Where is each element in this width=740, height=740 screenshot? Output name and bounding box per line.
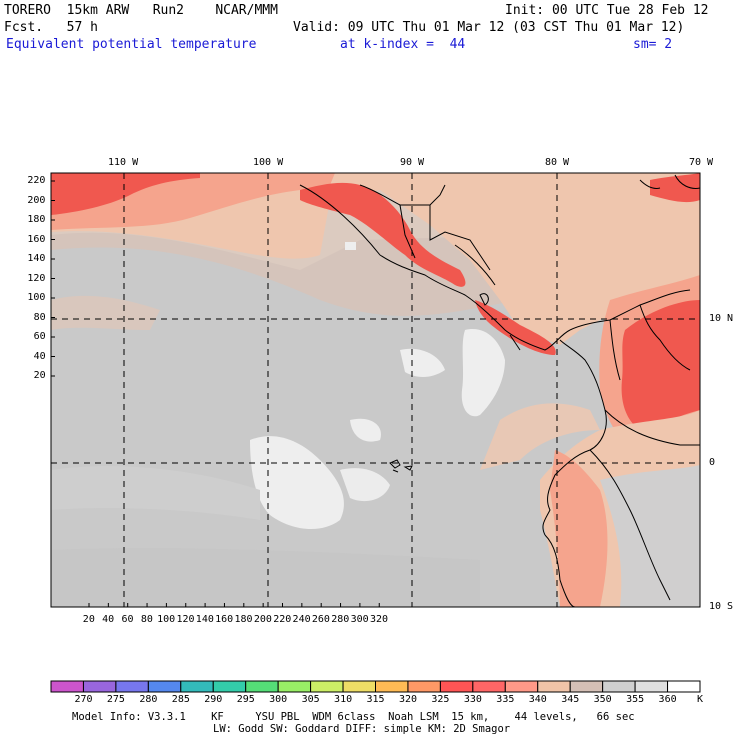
colorbar-label: 355 [626,694,645,705]
colorbar-swatch [472,680,506,693]
header-smoothing: sm= 2 [633,37,673,52]
colorbar-label: 350 [593,694,612,705]
x-tick-label: 160 [215,614,234,625]
x-tick-label: 40 [102,614,115,625]
lon-label-70w: 70 W [689,157,714,168]
y-tick-label: 120 [27,272,46,284]
colorbar-label: 270 [74,694,93,705]
header-valid-time: Valid: 09 UTC Thu 01 Mar 12 (03 CST Thu … [293,20,685,35]
y-tick-label: 60 [33,331,46,342]
x-tick-label: 140 [195,614,214,625]
y-tick-label: 40 [33,350,46,362]
graticule [51,173,700,607]
x-tick-label: 220 [273,614,292,625]
map-frame [50,172,701,608]
lat-label-0: 0 [709,457,716,468]
header-forecast-hour: Fcst. 57 h [4,20,98,35]
x-tick-label: 320 [369,614,388,625]
colorbar-label: 305 [301,694,320,705]
x-tick-label: 240 [292,614,311,625]
colorbar-label: 340 [528,694,547,705]
colorbar-label: 320 [398,694,417,705]
colorbar-label: 290 [204,694,223,705]
colorbar-swatch [439,680,474,693]
physics-info: LW: Godd SW: Goddard DIFF: simple KM: 2D… [213,723,511,735]
theta-e-field [51,173,700,607]
colorbar-swatch [342,680,376,693]
colorbar-swatch [50,680,84,693]
header-field-name: Equivalent potential temperature [6,37,257,52]
colorbar-label: 360 [658,694,677,705]
colorbar-label: 315 [366,694,385,705]
axis-ticks [51,180,380,607]
colorbar-swatch [667,680,701,693]
colorbar-label: 335 [496,694,515,705]
colorbar-swatch [537,680,571,693]
colorbar-swatch [407,680,441,693]
colorbar-unit: K [697,694,704,705]
lon-label-80w: 80 W [545,157,570,168]
header-level: at k-index = 44 [340,37,466,52]
colorbar-swatch [245,680,279,693]
colorbar-swatch [212,680,247,693]
y-tick-label: 160 [27,233,46,245]
y-tick-label: 100 [27,292,46,303]
x-tick-label: 80 [140,614,153,625]
colorbar-label: 345 [561,694,580,705]
y-tick-label: 220 [27,175,46,186]
y-tick-label: 180 [27,214,46,225]
x-tick-label: 20 [82,614,95,625]
x-tick-label: 60 [121,614,134,625]
lat-label-10s: 10 S [709,601,734,612]
colorbar-label: 280 [139,694,158,705]
colorbar-label: 275 [106,694,125,705]
x-tick-label: 180 [234,614,253,625]
lon-label-100w: 100 W [253,157,284,168]
y-tick-label: 20 [33,370,46,381]
x-tick-label: 280 [331,614,350,625]
x-tick-label: 100 [157,614,176,625]
colorbar-swatch [602,680,636,693]
colorbar-label: 330 [463,694,482,705]
x-tick-label: 120 [176,614,195,625]
colorbar-swatch [310,680,344,693]
colorbar-swatch [375,680,409,693]
lon-label-110w: 110 W [108,157,139,168]
coastlines [299,174,701,608]
colorbar-label: 295 [236,694,255,705]
colorbar-swatch [634,680,669,693]
colorbar-swatch [147,680,182,693]
colorbar-swatch [115,680,149,693]
header-init-time: Init: 00 UTC Tue 28 Feb 12 [505,3,709,18]
colorbar-label: 310 [334,694,353,705]
y-tick-label: 140 [27,253,46,264]
colorbar-label: 325 [431,694,450,705]
header-run-info: TORERO 15km ARW Run2 NCAR/MMM [4,3,278,18]
y-tick-label: 200 [27,194,46,206]
colorbar-label: 285 [171,694,190,705]
lat-label-10n: 10 N [709,313,734,324]
colorbar-swatch [504,680,539,693]
colorbar-swatch [180,680,214,693]
lon-label-90w: 90 W [400,157,425,168]
y-tick-label: 80 [33,311,46,323]
x-tick-label: 200 [253,614,272,625]
colorbar-swatch [569,680,604,693]
colorbar-label: 300 [269,694,288,705]
model-info: Model Info: V3.3.1 KF YSU PBL WDM 6class… [72,711,635,723]
colorbar-swatch [277,680,312,693]
x-tick-label: 300 [350,614,369,625]
x-tick-label: 260 [311,614,330,625]
colorbar-swatch [82,680,117,693]
